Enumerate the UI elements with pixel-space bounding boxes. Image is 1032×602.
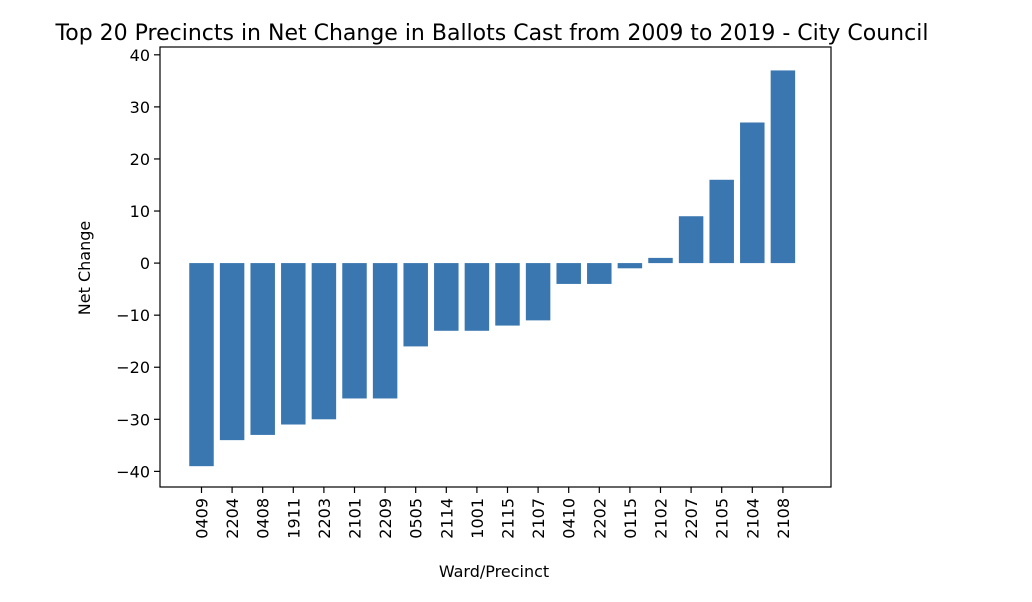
- bar-2101: [342, 263, 367, 399]
- x-tick-label-2207: 2207: [682, 498, 701, 539]
- x-tick-label-2204: 2204: [223, 498, 242, 539]
- x-tick-label-2108: 2108: [774, 498, 793, 539]
- bar-0115: [617, 263, 643, 269]
- y-axis: 40 30 20 10 0 −10 −20 −30 −40: [116, 46, 160, 481]
- y-tick-label: 40: [130, 46, 150, 65]
- bar-2104: [740, 122, 765, 264]
- x-tick-label-2209: 2209: [376, 498, 395, 539]
- y-axis-label: Net Change: [75, 221, 94, 315]
- x-tick-label-0115: 0115: [621, 498, 640, 539]
- x-tick-label-2102: 2102: [652, 498, 671, 539]
- x-tick-label-2107: 2107: [529, 498, 548, 539]
- x-axis: 0409 2204 0408 1911 2203 2101 2209 0505 2114 1001…: [193, 487, 793, 539]
- x-tick-label-2202: 2202: [590, 498, 609, 539]
- x-tick-label-2115: 2115: [499, 498, 518, 539]
- bar-0505: [403, 263, 428, 347]
- y-tick-label: −20: [116, 358, 150, 377]
- y-tick-label: 0: [140, 254, 150, 273]
- y-tick-label: 30: [130, 98, 150, 117]
- bar-2203: [311, 263, 337, 420]
- bar-2207: [678, 216, 704, 264]
- y-tick-label: −30: [116, 410, 150, 429]
- y-tick-label: −40: [116, 462, 150, 481]
- bar-2204: [219, 263, 245, 441]
- bar-1911: [281, 263, 306, 425]
- bar-2108: [770, 70, 796, 264]
- x-tick-label-0408: 0408: [254, 498, 273, 539]
- plot-frame: [159, 46, 832, 488]
- bar-2102: [648, 257, 673, 264]
- x-tick-label-2105: 2105: [713, 498, 732, 539]
- x-tick-label-1911: 1911: [284, 498, 303, 539]
- x-tick-label-1001: 1001: [468, 498, 487, 539]
- bar-0409: [189, 263, 214, 467]
- bar-2209: [372, 263, 398, 399]
- bar-2202: [587, 263, 612, 284]
- y-tick-label: 20: [130, 150, 150, 169]
- bar-2107: [525, 263, 551, 321]
- chart-title: Top 20 Precincts in Net Change in Ballot…: [55, 21, 929, 46]
- x-tick-label-0505: 0505: [407, 498, 426, 539]
- x-tick-label-2203: 2203: [315, 498, 334, 539]
- bar-2115: [495, 263, 520, 326]
- x-tick-label-0410: 0410: [560, 498, 579, 539]
- x-tick-label-2114: 2114: [437, 498, 456, 539]
- bar-2114: [434, 263, 459, 331]
- x-tick-label-2104: 2104: [743, 498, 762, 539]
- bar-1001: [464, 263, 490, 331]
- bars-group: [189, 70, 796, 467]
- bar-0410: [556, 263, 581, 284]
- bar-0408: [250, 263, 275, 435]
- x-tick-label-0409: 0409: [193, 498, 212, 539]
- y-tick-label: −10: [116, 306, 150, 325]
- y-tick-label: 10: [130, 202, 150, 221]
- x-axis-label: Ward/Precinct: [439, 562, 549, 581]
- x-tick-label-2101: 2101: [346, 498, 365, 539]
- bar-2105: [709, 179, 734, 264]
